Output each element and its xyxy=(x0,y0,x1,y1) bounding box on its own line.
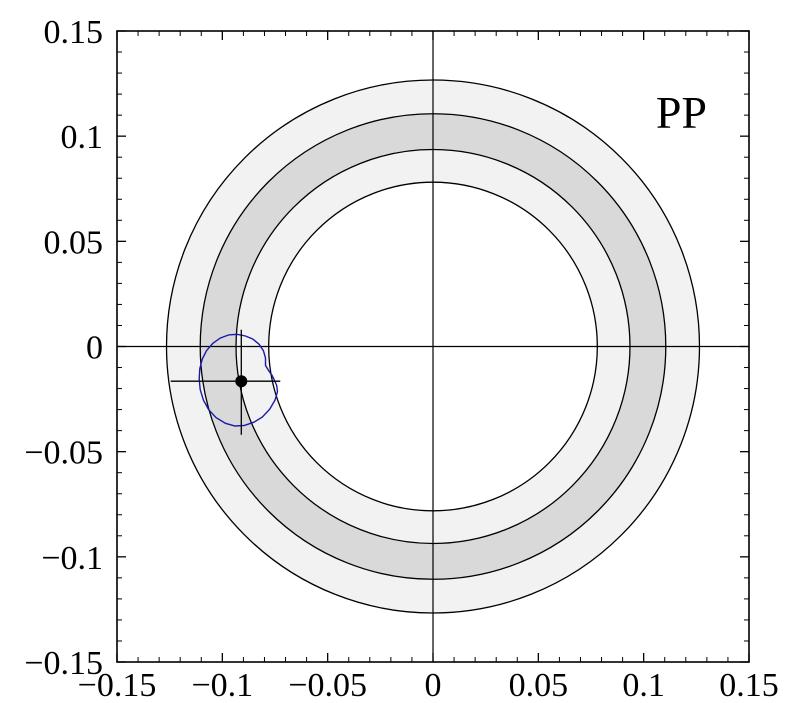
y-tick-label: 0 xyxy=(86,330,103,367)
data-point xyxy=(235,375,248,388)
x-tick-label: 0.15 xyxy=(719,667,779,703)
y-tick-label: −0.1 xyxy=(41,540,103,577)
x-tick-label: 0.1 xyxy=(622,667,665,703)
y-tick-label: 0.1 xyxy=(61,119,104,156)
y-tick-label: 0.05 xyxy=(44,224,104,261)
panel-label: PP xyxy=(656,87,707,138)
y-tick-label: −0.05 xyxy=(24,435,103,472)
x-tick-label: −0.15 xyxy=(78,667,157,703)
x-tick-label: −0.05 xyxy=(288,667,367,703)
x-tick-label: −0.1 xyxy=(191,667,253,703)
y-tick-label: −0.15 xyxy=(24,645,103,682)
data-layer xyxy=(170,329,281,435)
ticks-layer: −0.15 −0.1 −0.05 0 0.05 0.1 0.15 −0.15 −0.1 −0.05… xyxy=(24,14,778,703)
y-tick-label: 0.15 xyxy=(44,14,104,51)
axes-layer xyxy=(116,30,750,663)
confidence-contour xyxy=(198,333,279,427)
x-tick-label: 0.05 xyxy=(509,667,569,703)
x-tick-label: 0 xyxy=(425,667,442,703)
